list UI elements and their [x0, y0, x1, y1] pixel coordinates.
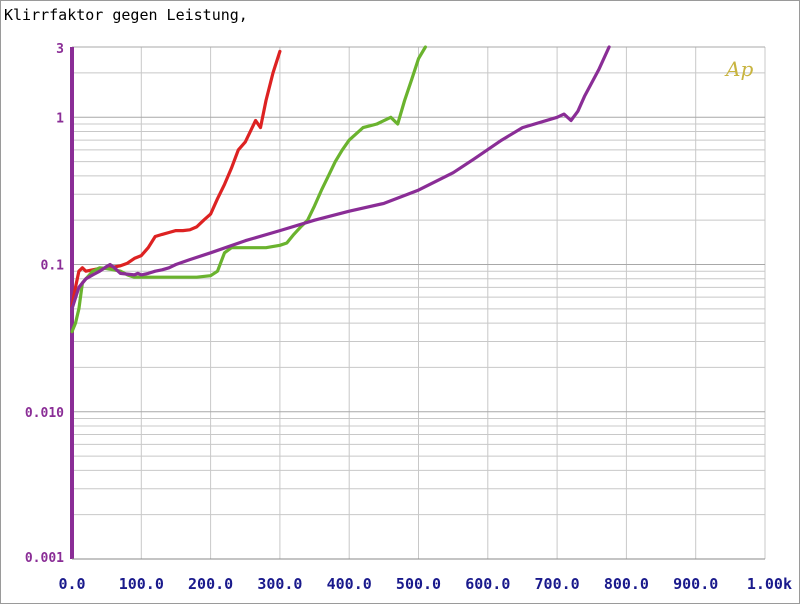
- x-tick-label: 100.0: [119, 575, 164, 593]
- y-tick-label: 0.001: [25, 551, 64, 566]
- x-tick-label: 1.00k: [747, 575, 792, 593]
- grid-lines: [71, 46, 766, 560]
- x-tick-label: 200.0: [188, 575, 233, 593]
- x-tick-label: 900.0: [673, 575, 718, 593]
- series-line-2: [70, 45, 427, 334]
- ap-logo: Ap: [724, 57, 753, 81]
- y-tick-label: 3: [56, 42, 64, 57]
- series-lines: [70, 45, 611, 334]
- x-tick-label: 0.0: [58, 575, 85, 593]
- x-tick-label: 300.0: [257, 575, 302, 593]
- x-tick-label: 600.0: [465, 575, 510, 593]
- x-tick-label: 500.0: [396, 575, 441, 593]
- tick-labels: 0.0 100.0 200.0 300.0 400.0 500.0 600.0 700.0 80…: [25, 42, 792, 593]
- x-tick-label: 700.0: [535, 575, 580, 593]
- chart-title: Klirrfaktor gegen Leistung,: [4, 6, 248, 24]
- x-tick-label: 800.0: [604, 575, 649, 593]
- series-line-3: [70, 45, 611, 311]
- y-tick-label: 0.010: [25, 406, 64, 421]
- y-tick-label: 1: [56, 111, 64, 126]
- x-tick-label: 400.0: [327, 575, 372, 593]
- y-tick-label: 0.1: [41, 259, 65, 274]
